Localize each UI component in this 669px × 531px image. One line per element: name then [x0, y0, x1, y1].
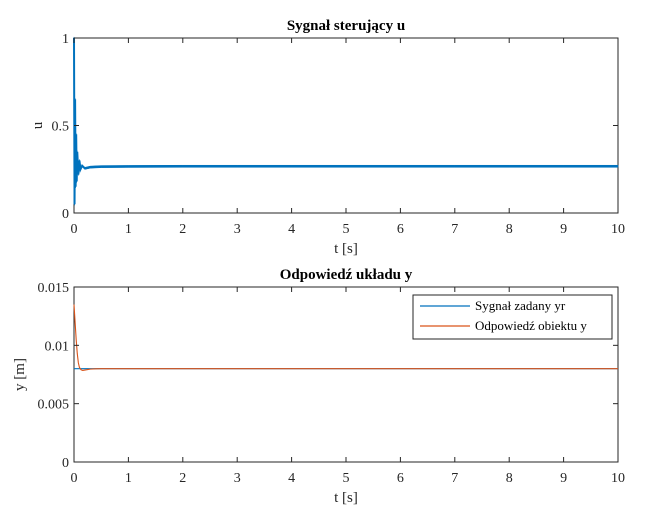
x-axis-label-control-signal: t [s]: [334, 241, 358, 257]
legend-label-setpoint: Sygnał zadany yr: [475, 298, 566, 313]
ticks-control-signal: 0 1 2 3 4 5 6 7 8 9 10 0 0.5 1: [52, 32, 626, 237]
series-group-system-response: [73, 304, 618, 371]
y-tick-label: 0.005: [38, 398, 70, 413]
x-tick-label: 4: [288, 471, 295, 486]
x-tick-label: 5: [343, 471, 350, 486]
y-axis-label-system-response: y [m]: [12, 358, 28, 391]
legend: Sygnał zadany yr Odpowiedź obiektu y: [412, 294, 613, 340]
x-tick-label: 5: [343, 222, 350, 237]
x-tick-label: 4: [288, 222, 295, 237]
x-tick-label: 8: [506, 471, 513, 486]
axes-box-control-signal: [73, 37, 619, 214]
series-band-control-signal: [73, 36, 619, 206]
x-tick-label: 6: [397, 222, 404, 237]
x-tick-label: 1: [125, 471, 132, 486]
series-line-control-signal-0: [73, 37, 618, 205]
x-tick-label: 1: [125, 222, 132, 237]
x-tick-label: 10: [611, 222, 625, 237]
x-tick-label: 9: [560, 222, 567, 237]
y-tick-label: 0: [62, 207, 69, 222]
x-tick-label: 2: [179, 471, 186, 486]
x-tick-label: 10: [611, 471, 625, 486]
x-tick-label: 0: [71, 471, 78, 486]
x-tick-label: 9: [560, 471, 567, 486]
series-group-control-signal: [73, 36, 619, 206]
x-tick-label: 0: [71, 222, 78, 237]
y-tick-label: 0: [62, 456, 69, 471]
x-tick-label: 7: [451, 222, 458, 237]
chart-title-system-response: Odpowiedź układu y: [280, 267, 413, 283]
x-tick-label: 3: [234, 222, 241, 237]
plot-control-signal: 0 1 2 3 4 5 6 7 8 9 10 0 0.5 1 Sygnał sterujący u t […: [30, 18, 625, 257]
y-tick-label: 0.015: [38, 281, 70, 296]
chart-title-control-signal: Sygnał sterujący u: [287, 18, 405, 34]
y-tick-label: 0.5: [52, 120, 70, 135]
x-tick-label: 7: [451, 471, 458, 486]
x-tick-label: 6: [397, 471, 404, 486]
y-tick-label: 1: [62, 32, 69, 47]
x-axis-label-system-response: t [s]: [334, 490, 358, 506]
ticks-system-response: 0 1 2 3 4 5 6 7 8 9 10 0 0.005 0.01 0.015: [38, 281, 626, 486]
legend-box: [412, 294, 613, 340]
plot-system-response: 0 1 2 3 4 5 6 7 8 9 10 0 0.005 0.01 0.015 Odpowiedź uk…: [12, 267, 625, 506]
y-tick-label: 0.01: [45, 339, 70, 354]
x-tick-label: 8: [506, 222, 513, 237]
legend-label-response: Odpowiedź obiektu y: [475, 318, 587, 333]
x-tick-label: 2: [179, 222, 186, 237]
series-line-system-response-1: [73, 304, 618, 371]
y-axis-label-control-signal: u: [30, 121, 46, 129]
x-tick-label: 3: [234, 471, 241, 486]
